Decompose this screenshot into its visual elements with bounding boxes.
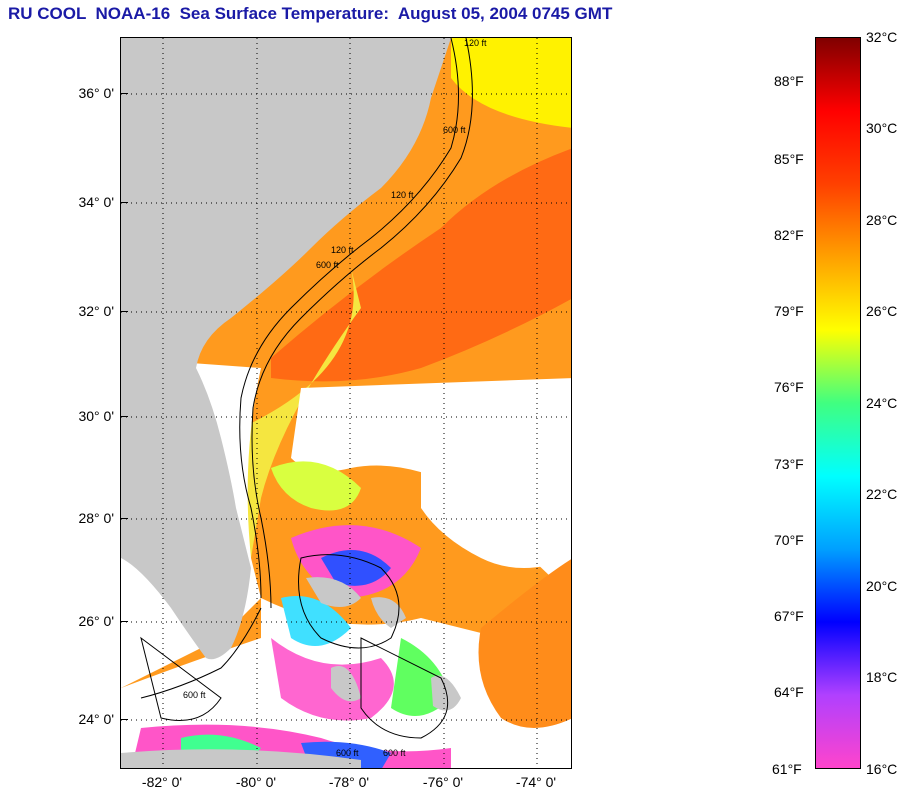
lat-tick xyxy=(120,518,128,519)
contour-label: 120 ft xyxy=(464,38,487,48)
colorbar-label-f: 88°F xyxy=(774,73,804,89)
lon-label-76: -76° 0' xyxy=(422,774,464,790)
colorbar-label-f: 82°F xyxy=(774,227,804,243)
colorbar-label-c: 28°C xyxy=(866,212,898,228)
contour-label: 600 ft xyxy=(443,125,466,135)
temperature-colorbar xyxy=(815,37,861,769)
colorbar-label-c: 22°C xyxy=(866,486,898,502)
lat-tick xyxy=(120,311,128,312)
lat-tick xyxy=(120,719,128,720)
colorbar-label-c: 24°C xyxy=(866,395,898,411)
lon-label-80: -80° 0' xyxy=(235,774,277,790)
colorbar-label-f: 67°F xyxy=(774,608,804,624)
lat-label-32: 32° 0' xyxy=(78,303,114,319)
lon-label-74: -74° 0' xyxy=(515,774,557,790)
contour-label: 600 ft xyxy=(316,260,339,270)
page-title: RU COOL NOAA-16 Sea Surface Temperature:… xyxy=(8,4,613,23)
lat-label-36: 36° 0' xyxy=(78,85,114,101)
colorbar-label-c: 16°C xyxy=(866,761,898,777)
colorbar-label-c: 18°C xyxy=(866,669,898,685)
contour-label: 120 ft xyxy=(331,245,354,255)
lat-label-26: 26° 0' xyxy=(78,613,114,629)
colorbar-label-f: 73°F xyxy=(774,456,804,472)
lat-label-24: 24° 0' xyxy=(78,711,114,727)
colorbar-label-f: 64°F xyxy=(774,684,804,700)
lat-label-34: 34° 0' xyxy=(78,194,114,210)
colorbar-label-f: 61°F xyxy=(772,761,802,777)
colorbar-label-f: 76°F xyxy=(774,379,804,395)
colorbar-label-c: 26°C xyxy=(866,303,898,319)
lat-tick xyxy=(120,93,128,94)
colorbar-label-f: 70°F xyxy=(774,532,804,548)
map-image: 120 ft 600 ft 120 ft 600 ft 120 ft 600 f… xyxy=(121,38,571,768)
contour-label: 600 ft xyxy=(383,748,406,758)
colorbar-label-f: 85°F xyxy=(774,151,804,167)
lat-tick xyxy=(120,416,128,417)
contour-label: 120 ft xyxy=(391,190,414,200)
lon-label-78: -78° 0' xyxy=(328,774,370,790)
lat-tick xyxy=(120,621,128,622)
lat-label-30: 30° 0' xyxy=(78,408,114,424)
sst-map: 120 ft 600 ft 120 ft 600 ft 120 ft 600 f… xyxy=(120,37,572,769)
lat-tick xyxy=(120,202,128,203)
colorbar-label-c: 20°C xyxy=(866,578,898,594)
lon-label-82: -82° 0' xyxy=(141,774,183,790)
colorbar-label-f: 79°F xyxy=(774,303,804,319)
colorbar-label-c: 30°C xyxy=(866,120,898,136)
lat-label-28: 28° 0' xyxy=(78,510,114,526)
colorbar-label-c: 32°C xyxy=(866,29,898,45)
contour-label: 600 ft xyxy=(336,748,359,758)
contour-label: 600 ft xyxy=(183,690,206,700)
